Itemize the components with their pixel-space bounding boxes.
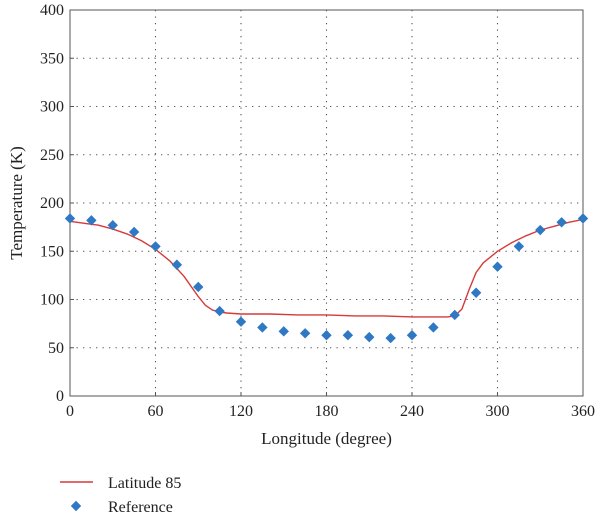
y-tick-label: 300 [40, 99, 64, 116]
legend-label-reference: Reference [108, 499, 173, 516]
y-tick-label: 100 [40, 292, 64, 309]
reference-point [470, 287, 482, 298]
legend-diamond-swatch [70, 500, 82, 512]
reference-point [513, 241, 525, 252]
reference-point [278, 326, 289, 337]
reference-point [342, 330, 354, 341]
x-tick-label: 240 [400, 403, 424, 420]
y-tick-label: 150 [40, 243, 64, 260]
reference-point [364, 331, 375, 343]
reference-point [150, 241, 161, 252]
reference-point [428, 322, 439, 333]
y-tick-label: 350 [40, 50, 64, 67]
y-tick-label: 200 [40, 195, 64, 212]
reference-point [556, 217, 567, 228]
reference-point [385, 332, 396, 344]
x-axis-label: Longitude (degree) [261, 429, 392, 448]
reference-point [64, 213, 76, 224]
reference-point [193, 281, 204, 293]
x-tick-label: 300 [486, 403, 510, 420]
series-layer [64, 213, 589, 344]
reference-point [321, 330, 332, 341]
y-tick-label: 0 [56, 388, 64, 405]
x-tick-label: 360 [571, 403, 595, 420]
reference-point [86, 215, 97, 226]
reference-point [235, 316, 247, 327]
x-tick-label: 60 [148, 403, 164, 420]
series-line-latitude-85 [69, 218, 584, 318]
reference-point [535, 224, 546, 236]
reference-point [449, 309, 460, 321]
legend-label-latitude-85: Latitude 85 [108, 475, 181, 492]
reference-point [406, 330, 418, 341]
reference-point [577, 213, 589, 224]
reference-point [107, 219, 118, 231]
reference-point [257, 322, 268, 333]
y-axis-label: Temperature (K) [7, 146, 26, 260]
x-tick-label: 0 [66, 403, 74, 420]
y-tick-label: 250 [40, 147, 64, 164]
reference-point [214, 305, 225, 317]
reference-point [128, 226, 140, 238]
reference-point [171, 259, 183, 270]
x-tick-label: 180 [315, 403, 339, 420]
legend: Latitude 85 Reference [60, 475, 181, 516]
axis-ticks: 0 60 120 180 240 300 360 0 50 100 150 200 250 300 350 4… [40, 2, 595, 420]
y-tick-label: 50 [48, 340, 64, 357]
reference-point [492, 261, 503, 272]
x-tick-label: 120 [229, 403, 253, 420]
y-tick-label: 400 [40, 2, 64, 19]
reference-point [299, 328, 311, 339]
